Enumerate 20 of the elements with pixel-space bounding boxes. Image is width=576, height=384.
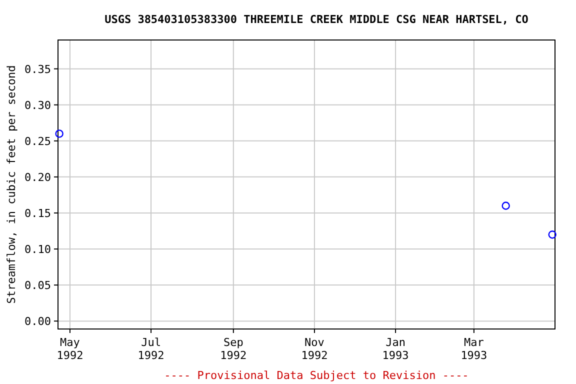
y-tick-label: 0.20 bbox=[24, 170, 51, 184]
point bbox=[502, 202, 510, 210]
point bbox=[548, 230, 556, 239]
x-tick-label: Jul 1992 bbox=[138, 336, 164, 362]
point bbox=[55, 130, 64, 138]
y-tick-label: 0.00 bbox=[24, 315, 51, 328]
y-tick-label: 0.05 bbox=[24, 279, 51, 292]
x-tick-label: Nov 1992 bbox=[301, 336, 328, 362]
x-tick-label: Jan 1993 bbox=[382, 336, 409, 362]
x-tick-label: May 1992 bbox=[56, 336, 84, 362]
y-tick-label: 0.35 bbox=[24, 62, 51, 76]
x-tick-label: Mar 1993 bbox=[460, 336, 488, 362]
chart-title: USGS 385403105383300 THREEMILE CREEK MIDDLE CSG NEAR HARTSEL, CO bbox=[104, 13, 529, 26]
y-tick-label: 0.25 bbox=[24, 134, 51, 148]
y-tick-label: 0.15 bbox=[24, 206, 51, 220]
y-tick-label: 0.30 bbox=[24, 98, 51, 112]
y-tick-label: 0.10 bbox=[24, 243, 51, 256]
y-axis-title: Streamflow, in cubic feet per second bbox=[5, 65, 18, 304]
text: ---- Provisional Data Subject to Revision ---- bbox=[164, 369, 469, 382]
x-tick-label: Sep 1992 bbox=[220, 336, 247, 362]
